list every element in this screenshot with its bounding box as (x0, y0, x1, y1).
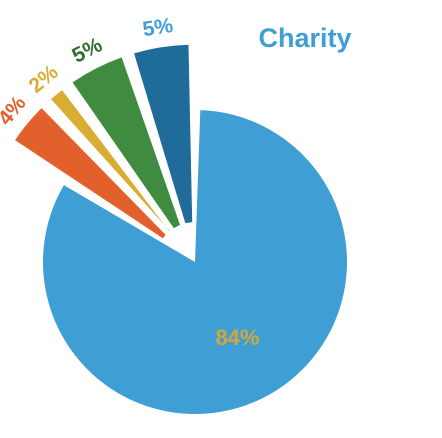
pie-slice (72, 57, 181, 229)
pie-slice (15, 108, 166, 239)
data-label: 4% (0, 91, 31, 129)
data-label: 5% (141, 14, 175, 42)
data-label: 2% (25, 60, 63, 97)
pie-slice (51, 90, 170, 232)
data-label: 84% (215, 325, 259, 350)
pie-slice (42, 110, 347, 415)
chart-title: Charity (258, 23, 351, 53)
data-label: 5% (69, 33, 107, 67)
pie-slice (134, 44, 193, 224)
